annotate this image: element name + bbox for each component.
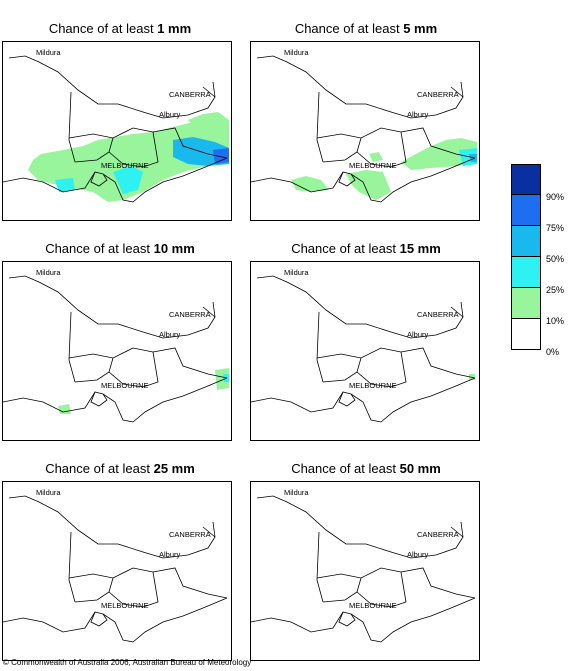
legend-label-25: 25%	[546, 285, 565, 295]
color-legend	[511, 164, 541, 350]
legend-swatch-10-25	[511, 288, 541, 319]
legend-swatch-50-75	[511, 226, 541, 257]
rain-shading	[291, 138, 477, 200]
boundary-lines	[3, 55, 228, 203]
legend-label-10: 10%	[546, 316, 565, 326]
legend-label-0: 0%	[546, 347, 560, 357]
label-mildura: Mildura	[284, 268, 309, 277]
map-5mm-svg: Mildura CANBERRA Albury MELBOURNE	[251, 48, 477, 203]
legend-swatch-0-10	[511, 319, 541, 350]
label-canberra: CANBERRA	[417, 310, 459, 319]
map-5mm: Mildura CANBERRA Albury MELBOURNE	[250, 41, 480, 221]
label-mildura: Mildura	[36, 488, 61, 497]
label-melbourne: MELBOURNE	[101, 601, 149, 610]
legend-swatch-90-100	[511, 164, 541, 195]
label-albury: Albury	[407, 550, 429, 559]
map-1mm: Mildura CANBERRA Albury MELBOURNE	[2, 41, 232, 221]
map-10mm: Mildura CANBERRA Albury MELBOURNE	[2, 261, 232, 441]
map-25mm-svg: Mildura CANBERRA Albury MELBOURNE	[3, 488, 228, 643]
label-melbourne: MELBOURNE	[349, 161, 397, 170]
label-albury: Albury	[407, 330, 429, 339]
legend-swatch-75-90	[511, 195, 541, 226]
label-canberra: CANBERRA	[169, 310, 211, 319]
rain-shading	[58, 368, 229, 414]
map-15mm: Mildura CANBERRA Albury MELBOURNE	[250, 261, 480, 441]
label-albury: Albury	[159, 330, 181, 339]
panel-title-10mm: Chance of at least 10 mm	[45, 241, 195, 256]
panel-title-50mm: Chance of at least 50 mm	[291, 461, 441, 476]
copyright-notice: © Commonwealth of Australia 2006, Austra…	[3, 658, 252, 667]
legend-label-90: 90%	[546, 192, 565, 202]
label-melbourne: MELBOURNE	[349, 381, 397, 390]
boundary-lines	[251, 275, 476, 423]
label-albury: Albury	[159, 110, 181, 119]
label-melbourne: MELBOURNE	[101, 161, 149, 170]
panel-title-5mm: Chance of at least 5 mm	[294, 21, 438, 36]
label-canberra: CANBERRA	[417, 90, 459, 99]
boundary-lines	[3, 275, 228, 423]
boundary-lines	[3, 495, 228, 643]
label-canberra: CANBERRA	[417, 530, 459, 539]
label-mildura: Mildura	[36, 48, 61, 57]
label-melbourne: MELBOURNE	[349, 601, 397, 610]
legend-label-50: 50%	[546, 254, 565, 264]
panel-title-25mm: Chance of at least 25 mm	[45, 461, 195, 476]
map-25mm: Mildura CANBERRA Albury MELBOURNE	[2, 481, 232, 661]
label-mildura: Mildura	[284, 48, 309, 57]
map-50mm: Mildura CANBERRA Albury MELBOURNE	[250, 481, 480, 661]
label-canberra: CANBERRA	[169, 90, 211, 99]
legend-swatch-25-50	[511, 257, 541, 288]
rain-shading	[28, 112, 229, 202]
legend-label-75: 75%	[546, 223, 565, 233]
label-albury: Albury	[159, 550, 181, 559]
panel-title-15mm: Chance of at least 15 mm	[291, 241, 441, 256]
boundary-lines	[251, 495, 476, 643]
map-15mm-svg: Mildura CANBERRA Albury MELBOURNE	[251, 268, 476, 423]
label-melbourne: MELBOURNE	[101, 381, 149, 390]
label-albury: Albury	[407, 110, 429, 119]
label-mildura: Mildura	[284, 488, 309, 497]
map-10mm-svg: Mildura CANBERRA Albury MELBOURNE	[3, 268, 229, 423]
map-50mm-svg: Mildura CANBERRA Albury MELBOURNE	[251, 488, 476, 643]
label-canberra: CANBERRA	[169, 530, 211, 539]
panel-title-1mm: Chance of at least 1 mm	[48, 21, 192, 36]
label-mildura: Mildura	[36, 268, 61, 277]
boundary-lines	[251, 55, 476, 203]
map-1mm-svg: Mildura CANBERRA Albury MELBOURNE	[3, 48, 229, 203]
